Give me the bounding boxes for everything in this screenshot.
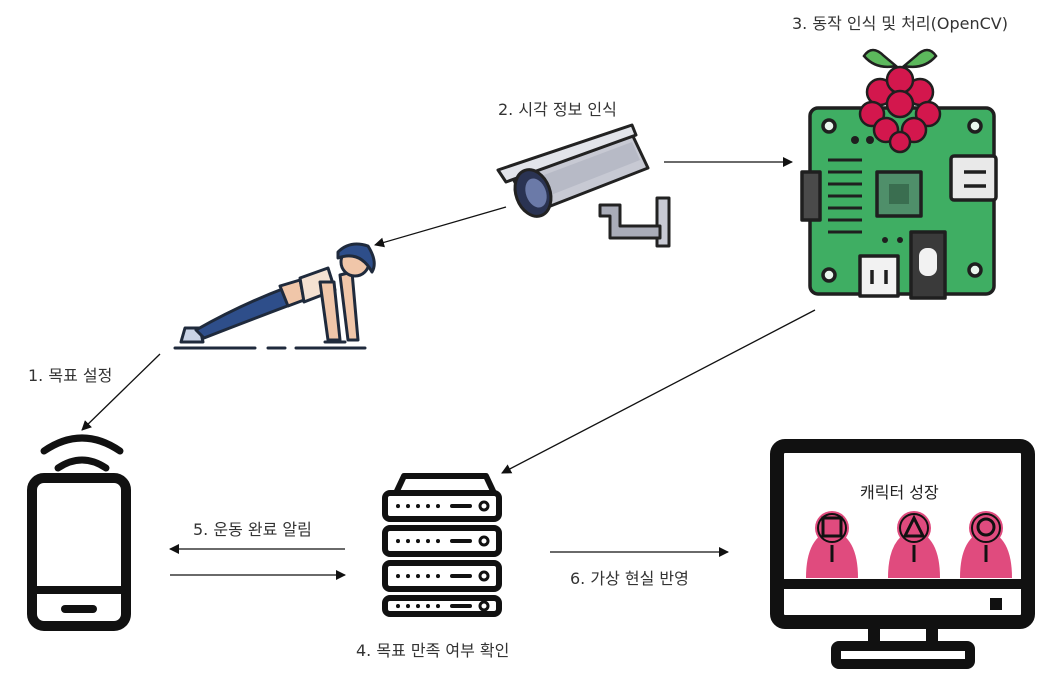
smartphone-wifi-icon — [27, 434, 131, 631]
label-step2: 2. 시각 정보 인식 — [498, 100, 617, 119]
arrow-person-to-phone — [81, 353, 161, 431]
label-step1: 1. 목표 설정 — [28, 366, 113, 385]
monitor-icon — [770, 439, 1035, 669]
square-guard-icon — [806, 511, 858, 578]
wifi-arc-outer — [40, 434, 124, 455]
raspberry-pi-board-icon — [800, 106, 998, 300]
label-step3: 3. 동작 인식 및 처리(OpenCV) — [792, 14, 1008, 33]
server-rack-icon — [382, 473, 502, 617]
wifi-arc-inner — [54, 456, 110, 472]
arrow-camera-to-person — [374, 206, 507, 248]
arrow-board-to-server — [501, 309, 816, 474]
raspberry-logo-icon — [858, 48, 942, 154]
cctv-camera-icon — [496, 123, 671, 248]
arrows — [81, 157, 816, 580]
circle-guard-icon — [960, 511, 1012, 578]
triangle-guard-icon — [888, 511, 940, 578]
pushup-person-icon — [173, 242, 376, 350]
monitor-caption: 캐릭터 성장 — [860, 483, 939, 502]
label-step5: 5. 운동 완료 알림 — [193, 520, 312, 539]
label-step4: 4. 목표 만족 여부 확인 — [356, 641, 510, 660]
label-step6: 6. 가상 현실 반영 — [570, 569, 689, 588]
